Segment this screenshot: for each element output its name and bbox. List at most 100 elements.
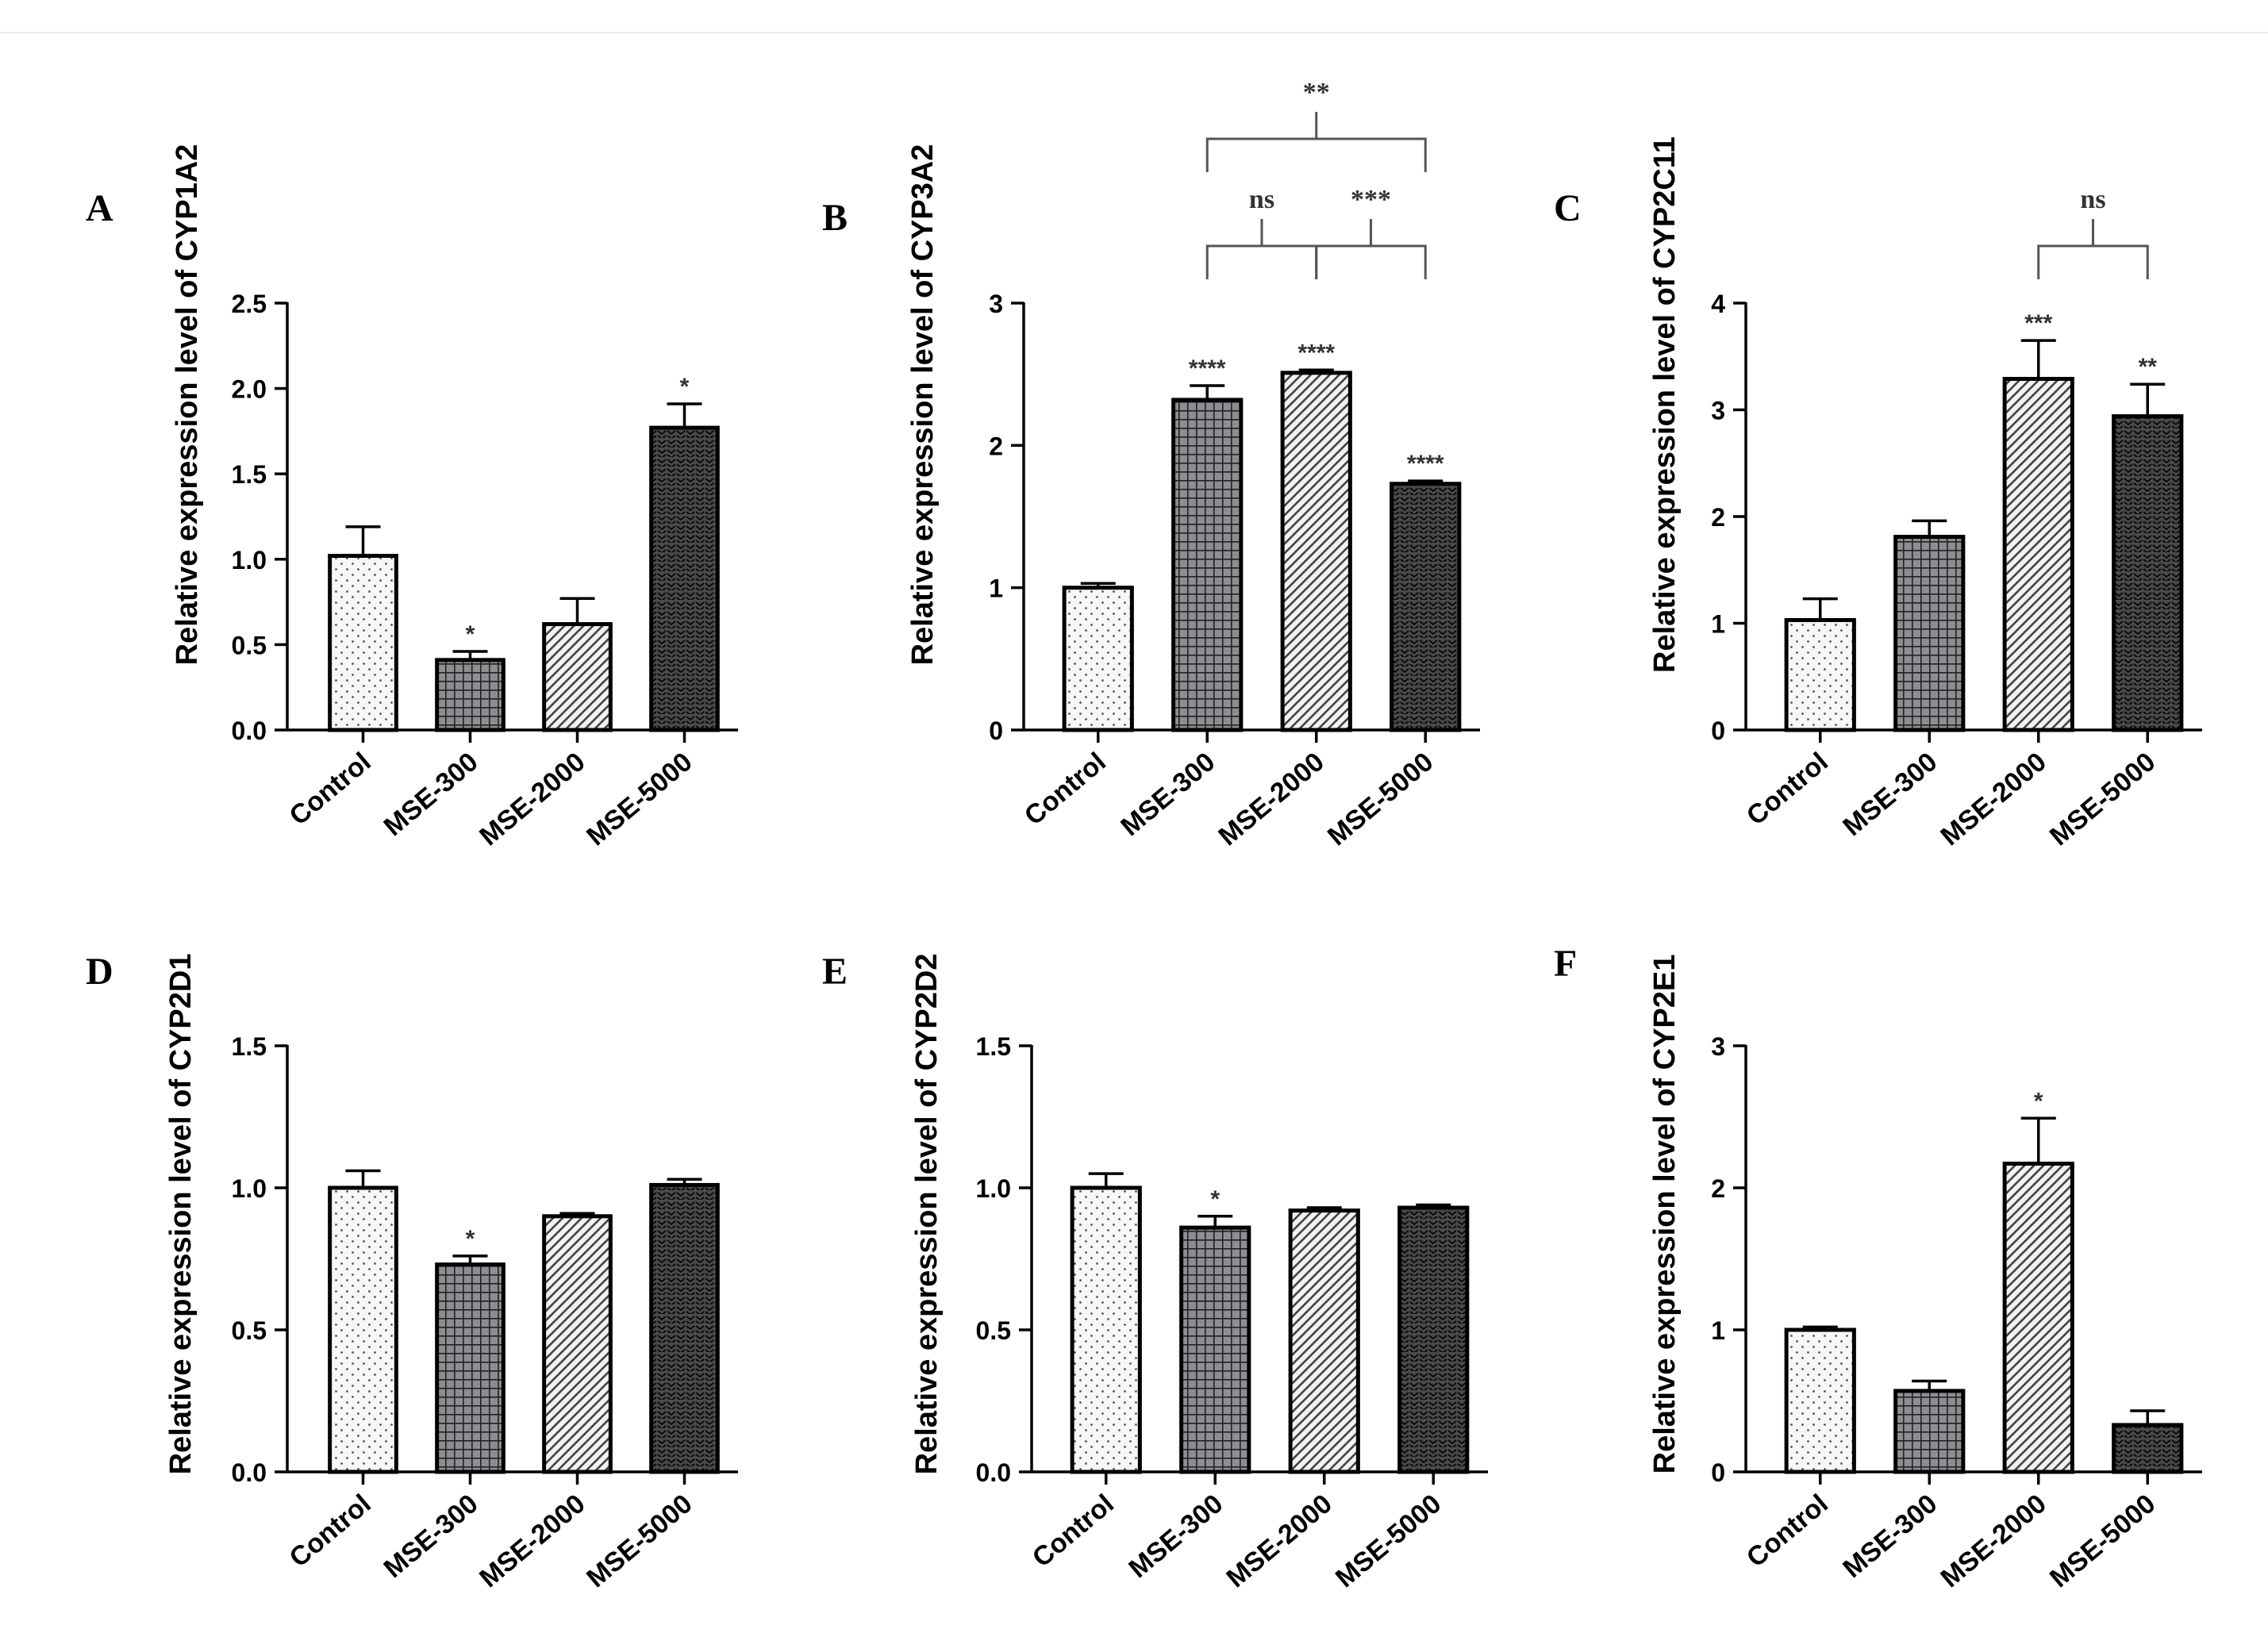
x-tick-label: MSE-300: [1115, 747, 1220, 842]
y-axis-title: Relative expression level of CYP2C11: [1648, 136, 1682, 673]
bar-control: [1070, 1185, 1142, 1474]
bar-mse-300: [435, 658, 505, 732]
bar-mse-300: [435, 1262, 505, 1474]
chart-panel-b: B 0 1 2 3 Relative expression level of CYP3A2…: [822, 78, 1480, 851]
y-tick-label: 0: [989, 717, 1003, 745]
panel-label: F: [1554, 943, 1577, 985]
bar-mse-2000: [542, 1214, 613, 1474]
x-tick-label: MSE-2000: [474, 747, 590, 851]
y-tick-label: 1.5: [976, 1032, 1011, 1061]
chart-panel-d: D 0.0 0.5 1.0 1.5 Relative expression level o…: [86, 951, 738, 1593]
significance-label: **: [2139, 354, 2158, 380]
chart-panel-a: A 0.0 0.5 1.0 1.5 2.0 2.5 Relative expression l…: [86, 144, 738, 851]
bar-mse-2000: [542, 622, 613, 732]
x-tick-label: Control: [1027, 1489, 1120, 1573]
x-tick-label: MSE-2000: [1213, 747, 1329, 851]
y-tick-label: 2.5: [232, 290, 267, 318]
comparison-bracket: [2037, 219, 2149, 279]
y-tick-label: 1.5: [232, 460, 267, 489]
x-tick-label: MSE-5000: [2044, 747, 2161, 851]
panel-label: E: [822, 951, 848, 993]
comparison-label: ns: [1249, 185, 1274, 214]
panel-label: D: [86, 951, 113, 993]
bar-mse-300: [1893, 1389, 1966, 1474]
y-tick-label: 1.5: [232, 1032, 267, 1061]
significance-label: ***: [2024, 310, 2052, 336]
y-tick-label: 0.0: [232, 717, 267, 745]
y-tick-label: 0.5: [232, 631, 267, 659]
bar-control: [1784, 1327, 1856, 1474]
y-tick-label: 0.5: [976, 1316, 1011, 1345]
y-tick-label: 2: [1711, 1174, 1725, 1203]
x-tick-label: Control: [284, 747, 377, 832]
x-tick-label: MSE-5000: [1330, 1489, 1447, 1593]
bar-mse-5000: [1397, 1205, 1470, 1474]
bar-mse-5000: [649, 1182, 720, 1474]
x-tick-label: Control: [1741, 1489, 1834, 1573]
bar-mse-2000: [2002, 1162, 2074, 1474]
bar-mse-2000: [2002, 376, 2074, 732]
x-tick-label: MSE-300: [379, 1489, 484, 1584]
chart-panel-e: E 0.0 0.5 1.0 1.5 Relative expression level o…: [822, 951, 1488, 1593]
y-tick-label: 3: [1711, 397, 1725, 425]
bar-mse-5000: [2112, 414, 2184, 732]
y-tick-label: 1: [1711, 1316, 1725, 1345]
top-divider: [0, 32, 2268, 33]
x-tick-label: Control: [1019, 747, 1112, 832]
x-tick-label: MSE-2000: [474, 1489, 590, 1593]
x-tick-label: MSE-300: [379, 747, 484, 842]
y-tick-label: 2.0: [232, 375, 267, 404]
x-tick-label: MSE-5000: [581, 747, 698, 851]
y-tick-label: 1.0: [232, 1174, 267, 1203]
bar-mse-5000: [2112, 1423, 2184, 1474]
comparison-bracket: [1315, 219, 1427, 279]
panel-label: C: [1554, 187, 1582, 229]
comparison-label: **: [1303, 78, 1330, 107]
y-axis-title: Relative expression level of CYP2D2: [910, 954, 944, 1475]
y-tick-label: 1.0: [976, 1174, 1011, 1203]
comparison-label: ***: [1351, 185, 1391, 214]
x-tick-label: MSE-2000: [1935, 1489, 2051, 1593]
x-tick-label: MSE-2000: [1220, 1489, 1337, 1593]
y-axis-title: Relative expression level of CYP2E1: [1648, 955, 1682, 1474]
bar-control: [328, 553, 398, 732]
significance-label: *: [1210, 1186, 1220, 1212]
y-axis-title: Relative expression level of CYP2D1: [164, 954, 198, 1475]
y-axis-title: Relative expression level of CYP1A2: [171, 144, 204, 666]
x-tick-label: MSE-300: [1837, 747, 1943, 842]
comparison-label: ns: [2080, 185, 2105, 214]
bar-mse-300: [1171, 398, 1244, 732]
y-tick-label: 0.0: [976, 1458, 1011, 1487]
y-tick-label: 2: [1711, 503, 1725, 532]
y-tick-label: 4: [1711, 290, 1725, 318]
x-tick-label: MSE-5000: [2044, 1489, 2161, 1593]
x-tick-label: Control: [1741, 747, 1834, 832]
y-tick-label: 3: [1711, 1032, 1725, 1061]
x-tick-label: MSE-300: [1837, 1489, 1943, 1584]
panel-label: B: [822, 197, 848, 239]
x-tick-label: MSE-5000: [1322, 747, 1439, 851]
bar-mse-2000: [1288, 1208, 1360, 1474]
x-tick-label: MSE-300: [1123, 1489, 1228, 1584]
y-tick-label: 1: [1711, 610, 1725, 639]
y-tick-label: 1.0: [232, 546, 267, 574]
y-tick-label: 1: [989, 574, 1003, 603]
bar-control: [328, 1185, 398, 1474]
y-axis-title: Relative expression level of CYP3A2: [906, 144, 940, 666]
bar-control: [1062, 586, 1134, 732]
bar-mse-5000: [1390, 482, 1462, 732]
x-tick-label: MSE-2000: [1935, 747, 2051, 851]
bar-mse-5000: [649, 425, 720, 732]
bar-control: [1784, 617, 1856, 732]
significance-label: ****: [1297, 340, 1335, 366]
significance-label: ****: [1189, 355, 1226, 382]
comparison-bracket: [1205, 219, 1318, 279]
y-tick-label: 3: [989, 290, 1003, 318]
significance-label: *: [466, 621, 475, 647]
panel-label: A: [86, 187, 113, 229]
significance-label: *: [2034, 1088, 2043, 1114]
y-tick-label: 0.5: [232, 1316, 267, 1345]
x-tick-label: Control: [284, 1489, 377, 1573]
